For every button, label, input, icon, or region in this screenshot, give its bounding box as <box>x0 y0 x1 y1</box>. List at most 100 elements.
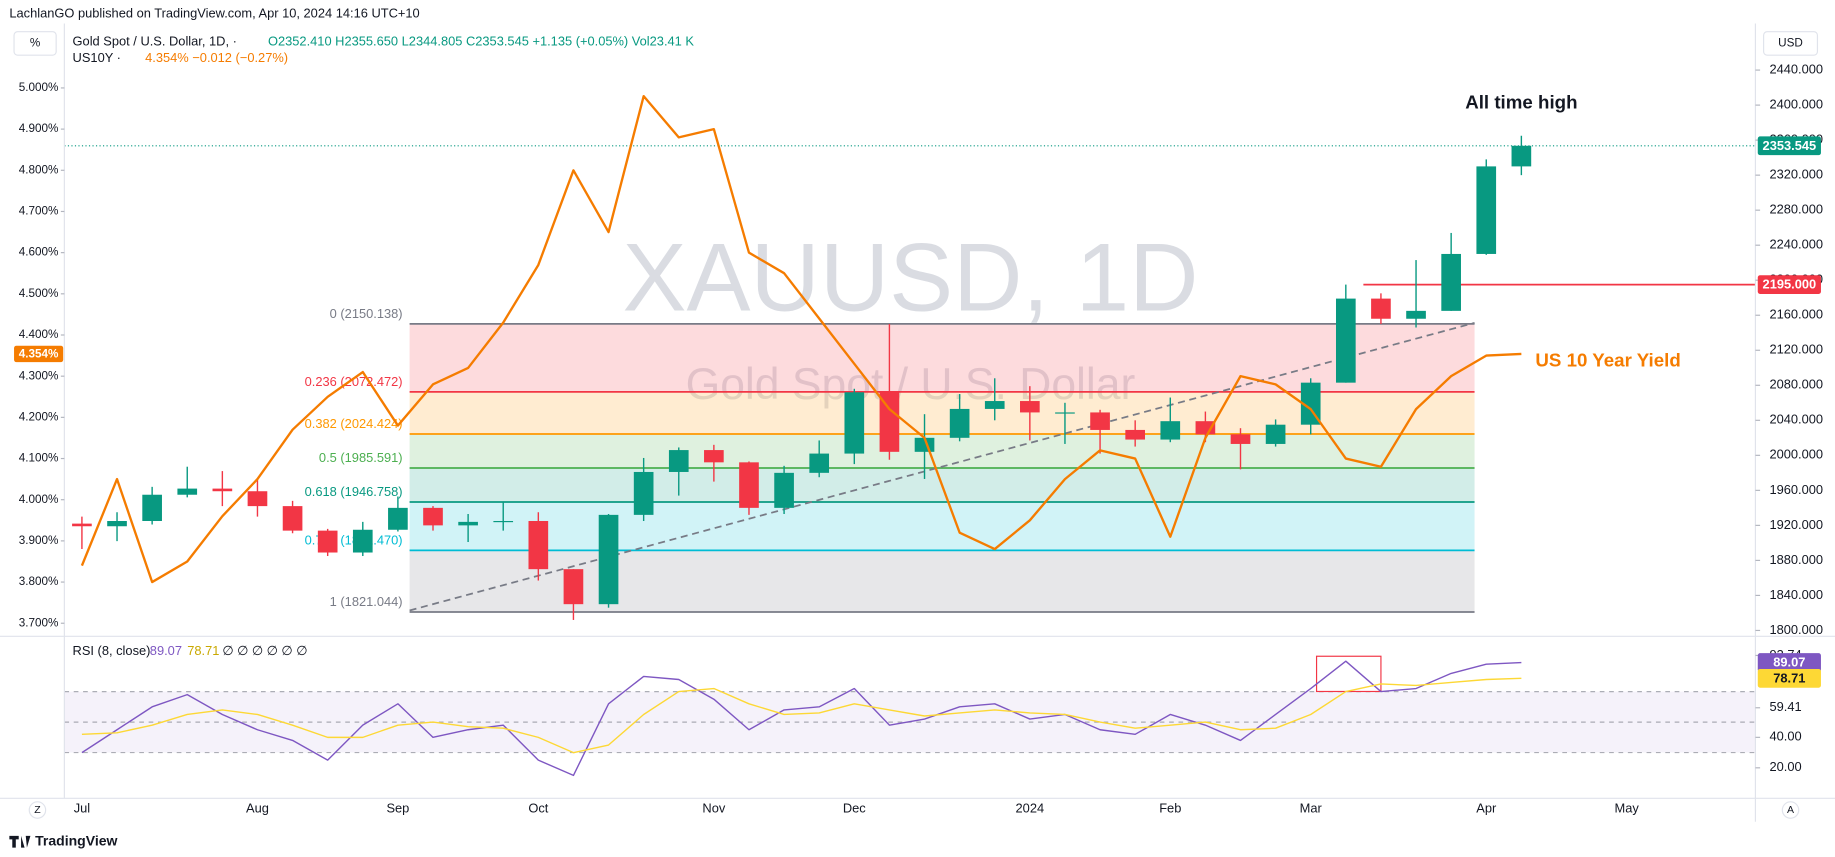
y2-tick-label: 3.800% <box>19 575 59 588</box>
y2-tick-label: 5.000% <box>19 81 59 94</box>
x-tick-label: Apr <box>1476 800 1497 815</box>
legend-yield-symbol: US10Y · <box>73 50 121 65</box>
y2-tick-label: 3.900% <box>19 534 59 547</box>
fib-level-label: 0.382 (2024.424) <box>305 416 403 431</box>
marks-layer <box>64 94 1756 777</box>
percent-button-label[interactable]: % <box>30 37 40 50</box>
currency-button[interactable] <box>1763 31 1819 56</box>
price-line-tag <box>1757 275 1821 294</box>
candle-body <box>1160 421 1181 440</box>
y2-tick-label: 4.100% <box>19 452 59 465</box>
annotation-yield: US 10 Year Yield <box>1535 350 1680 371</box>
y-tick-label: 2120.000 <box>1769 342 1823 357</box>
candle-body <box>1476 166 1497 254</box>
y2-tick-label: 4.800% <box>19 163 59 176</box>
y-tick-label: 2240.000 <box>1769 237 1823 252</box>
candle-body <box>72 523 92 527</box>
y2-tick-label: 4.600% <box>19 246 59 259</box>
candle-body <box>1371 298 1391 319</box>
price-line-tag-label: 2195.000 <box>1763 277 1817 292</box>
y-tick-label: 1840.000 <box>1769 587 1823 602</box>
yield-tag-label: 4.354% <box>19 348 59 361</box>
candle-body <box>704 450 724 463</box>
axes-layer: 1800.000 1840.000 1880.000 1920.000 1960.000… <box>14 61 1823 815</box>
x-tick-label: Sep <box>386 800 409 815</box>
rsi-value-tag-label: 89.07 <box>1773 655 1805 670</box>
back-layer: XAUUSD, 1D Gold Spot / U.S. Dollar <box>623 225 1199 410</box>
fib-level-label: 0.5 (1985.591) <box>319 450 403 465</box>
x-tick-label: May <box>1615 800 1640 815</box>
rsi-ma-legend-value: 78.71 <box>187 643 219 658</box>
x-tick-label: Oct <box>528 800 548 815</box>
candle-body <box>1406 310 1426 319</box>
publish-header: LachlanGO published on TradingView.com, … <box>9 5 419 20</box>
y-tick-label: 2320.000 <box>1769 167 1823 182</box>
candle-body <box>1335 298 1356 383</box>
candle-body <box>844 392 865 454</box>
candle-body <box>1265 424 1286 444</box>
y2-tick-label: 4.700% <box>19 205 59 218</box>
candle-body <box>458 521 478 526</box>
footer-brand: TradingView <box>35 832 117 848</box>
yield-tag <box>14 345 64 363</box>
y2-tick-label: 4.200% <box>19 410 59 423</box>
rsi-line <box>81 660 1522 777</box>
candle-body <box>1090 412 1110 430</box>
zoom-button-label[interactable]: Z <box>34 804 41 816</box>
candle-body <box>388 507 408 530</box>
y2-tick-label: 4.400% <box>19 328 59 341</box>
fib-level-label: 0.236 (2072.472) <box>305 374 403 389</box>
fib-band <box>409 323 1475 392</box>
zoom-button[interactable] <box>28 801 47 819</box>
rsi-tick-label: 59.41 <box>1769 699 1801 714</box>
rsi-legend-extra: ∅ ∅ ∅ ∅ ∅ ∅ <box>222 643 307 658</box>
x-tick-label: Mar <box>1300 800 1323 815</box>
y-tick-label: 2080.000 <box>1769 377 1823 392</box>
candle-body <box>668 450 689 472</box>
x-tick-label: Feb <box>1159 800 1181 815</box>
fib-level-label: 1 (1821.044) <box>330 594 403 609</box>
x-tick-label: 2024 <box>1016 800 1045 815</box>
y2-tick-label: 4.300% <box>19 369 59 382</box>
watermark-symbol: XAUUSD, 1D <box>623 225 1199 332</box>
candle-body <box>563 569 584 605</box>
tv-logo <box>9 835 31 848</box>
candle-body <box>949 408 970 438</box>
plot-layer: 0 (2150.138) 0.236 (2072.472) 0.382 (2024.… <box>64 306 1756 754</box>
candle-body <box>1020 401 1040 413</box>
legend-yield-quote: 4.354% −0.012 (−0.27%) <box>145 50 288 65</box>
fib-level-label: 0.618 (1946.758) <box>305 484 403 499</box>
y2-tick-label: 4.500% <box>19 287 59 300</box>
candle-body <box>809 453 830 473</box>
legend-symbol: Gold Spot / U.S. Dollar, 1D, · <box>73 34 237 49</box>
x-tick-label: Dec <box>843 800 866 815</box>
y2-tick-label: 4.000% <box>19 493 59 506</box>
last-price-tag <box>1757 136 1821 156</box>
candle-body <box>317 530 338 553</box>
x-tick-label: Jul <box>74 800 90 815</box>
y-tick-label: 1920.000 <box>1769 517 1823 532</box>
candle-body <box>598 514 619 605</box>
candle-body <box>177 488 198 495</box>
auto-button[interactable] <box>1781 801 1800 819</box>
percent-button[interactable] <box>13 31 57 56</box>
annotation-ath: All time high <box>1465 91 1577 112</box>
rsi-legend-value: 89.07 <box>150 643 182 658</box>
y-tick-label: 2000.000 <box>1769 447 1823 462</box>
fib-level-label: 0 (2150.138) <box>330 306 403 321</box>
candle-body <box>774 472 794 508</box>
rsi-title: RSI (8, close) <box>73 643 151 658</box>
rsi-value-tag <box>1757 668 1821 688</box>
auto-button-label[interactable]: A <box>1787 804 1794 816</box>
y-tick-label: 2280.000 <box>1769 202 1823 217</box>
y-tick-label: 2440.000 <box>1769 61 1823 76</box>
watermark-name: Gold Spot / U.S. Dollar <box>686 360 1136 409</box>
candle-body <box>1055 412 1075 414</box>
candle-body <box>879 392 900 452</box>
currency-button-label[interactable]: USD <box>1778 37 1803 50</box>
candle-body <box>212 488 233 492</box>
rsi-tick-label: 40.00 <box>1769 729 1801 744</box>
candle-body <box>493 520 514 523</box>
y-tick-label: 2400.000 <box>1769 96 1823 111</box>
